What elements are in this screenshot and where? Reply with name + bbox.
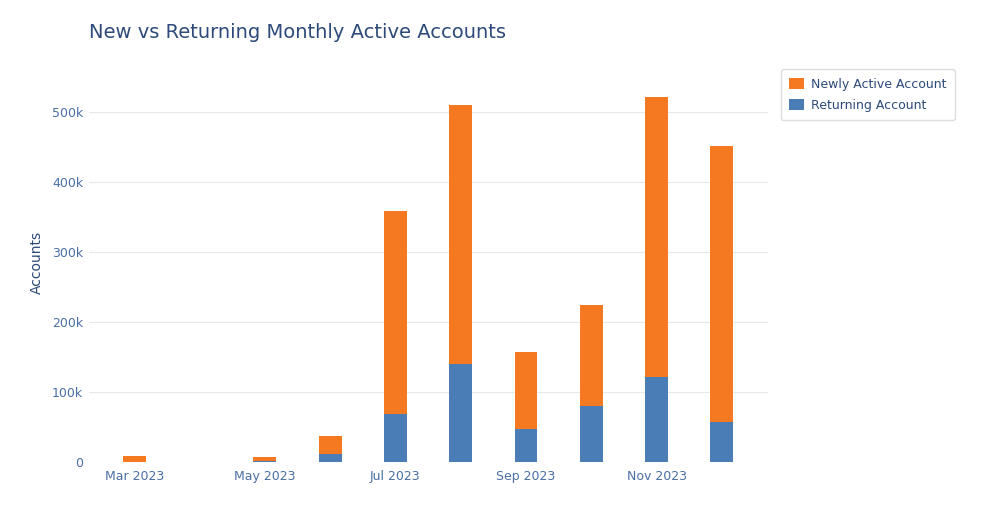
Bar [450,364,472,462]
Bar [319,436,341,454]
Bar [515,429,537,462]
Bar [123,456,146,462]
Bar [710,422,733,462]
Bar [580,304,602,406]
Bar [710,145,733,422]
Bar [580,406,602,462]
Bar [646,376,668,462]
Bar [384,212,406,414]
Bar [254,457,277,460]
Bar [319,454,341,462]
Bar [254,460,277,462]
Y-axis label: Accounts: Accounts [30,231,43,294]
Legend: Newly Active Account, Returning Account: Newly Active Account, Returning Account [780,69,954,120]
Text: New vs Returning Monthly Active Accounts: New vs Returning Monthly Active Accounts [89,23,506,42]
Bar [384,414,406,462]
Bar [450,105,472,364]
Bar [515,352,537,429]
Bar [646,97,668,376]
